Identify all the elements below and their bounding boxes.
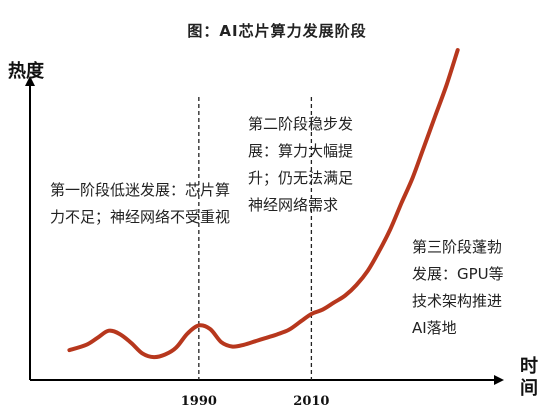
stage-2-annotation: 第二阶段稳步发展：算力大幅提升；仍无法满足神经网络需求 <box>248 115 354 214</box>
stage-dividers <box>198 97 313 380</box>
stage-3-annotation: 第三阶段蓬勃发展：GPU等技术架构推进AI落地 <box>412 238 504 337</box>
x-axis-label: 时间 <box>520 356 538 399</box>
x-tick-label: 1990 <box>180 394 217 409</box>
series-line <box>67 48 460 360</box>
stage-1-annotation: 第一阶段低迷发展：芯片算力不足；神经网络不受重视 <box>50 181 231 226</box>
x-tick-label: 2010 <box>293 394 330 409</box>
y-axis-label: 热度 <box>8 61 44 82</box>
chart-title: 图：AI芯片算力发展阶段 <box>187 22 367 40</box>
